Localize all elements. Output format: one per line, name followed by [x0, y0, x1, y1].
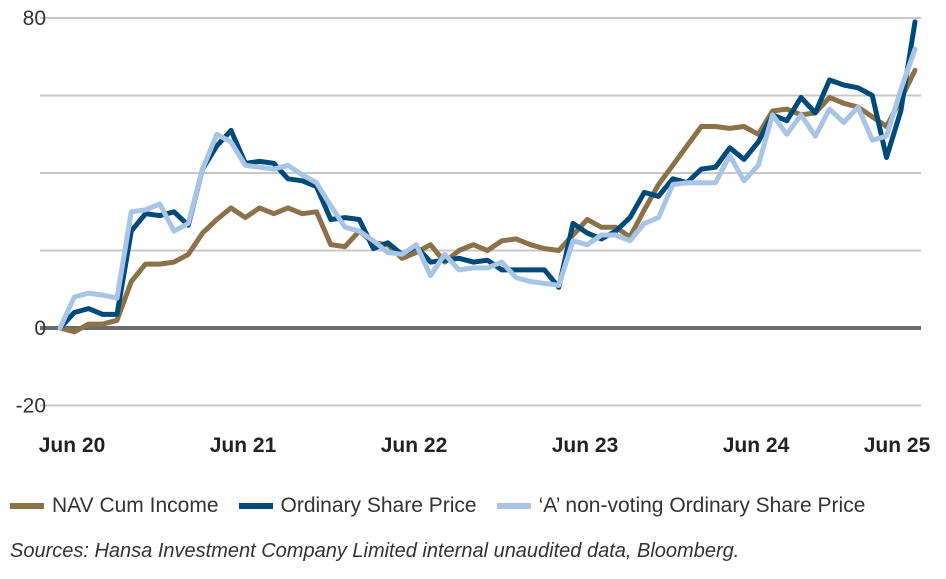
legend-label: ‘A’ non-voting Ordinary Share Price: [538, 494, 866, 517]
series-lines: [57, 19, 918, 335]
y-tick-label: -20: [16, 395, 46, 418]
legend-swatch-nav: [10, 503, 44, 509]
y-tick-label: 80: [23, 7, 46, 30]
legend-item-a-shares: ‘A’ non-voting Ordinary Share Price: [496, 494, 866, 518]
legend-item-ordinary: Ordinary Share Price: [238, 494, 477, 518]
legend-label: NAV Cum Income: [52, 494, 219, 517]
line-chart: 800-20 Jun 20 Jun 21 Jun 22 Jun 23 Jun 24 Jun…: [16, 7, 931, 457]
legend: NAV Cum Income Ordinary Share Price ‘A’ …: [10, 494, 885, 518]
series-line-nav-cum-income: [57, 67, 918, 335]
series-line-a-non-voting-share-price: [57, 46, 918, 331]
legend-swatch-ordinary: [238, 503, 273, 509]
gridlines: [40, 17, 921, 407]
x-tick-label: Jun 24: [723, 434, 790, 457]
legend-swatch-a-shares: [496, 503, 531, 509]
x-tick-label: Jun 21: [210, 434, 277, 457]
y-tick-label: 0: [34, 317, 46, 340]
legend-label: Ordinary Share Price: [280, 494, 477, 517]
series-line-ordinary-share-price: [57, 19, 918, 331]
sources-note: Sources: Hansa Investment Company Limite…: [10, 540, 740, 562]
x-tick-label: Jun 22: [381, 434, 448, 457]
x-tick-label: Jun 25: [864, 434, 931, 457]
x-tick-label: Jun 20: [39, 434, 106, 457]
y-axis-ticks: 80 0 -20: [16, 7, 46, 418]
x-axis-ticks: Jun 20 Jun 21 Jun 22 Jun 23 Jun 24 Jun 25: [39, 434, 931, 457]
legend-item-nav: NAV Cum Income: [10, 494, 219, 518]
x-tick-label: Jun 23: [552, 434, 619, 457]
